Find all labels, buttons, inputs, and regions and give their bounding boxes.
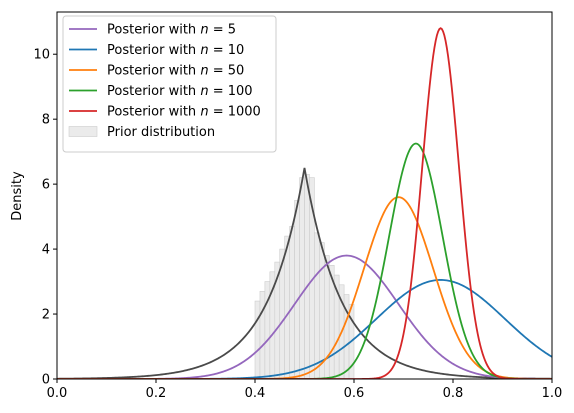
prior-histogram-bar <box>289 226 295 379</box>
prior-histogram-bar <box>319 242 325 379</box>
x-axis: 0.0 0.2 0.4 0.6 0.8 1.0 <box>47 379 563 401</box>
y-axis-label: Density <box>10 171 25 221</box>
x-tick-label: 0.4 <box>245 386 266 401</box>
y-axis: 0 2 4 6 8 10 <box>33 48 57 388</box>
legend-label-2: Posterior with n = 50 <box>107 64 244 79</box>
y-tick-label: 8 <box>42 113 50 128</box>
series-line-4 <box>57 27 552 379</box>
y-tick-label: 0 <box>42 373 50 388</box>
y-tick-label: 4 <box>42 243 50 258</box>
legend: Posterior with n = 5 Posterior with n = 1… <box>62 15 277 153</box>
prior-histogram-bar <box>304 174 310 379</box>
legend-box <box>62 15 277 153</box>
y-tick-label: 10 <box>33 48 50 63</box>
x-tick-label: 0.6 <box>344 386 365 401</box>
prior-density-curve <box>57 167 552 379</box>
legend-label-prior: Prior distribution <box>107 125 215 140</box>
prior-histogram-bar <box>314 232 320 379</box>
x-tick-label: 1.0 <box>542 386 563 401</box>
prior-histogram-bar <box>254 300 261 379</box>
prior-histogram-bar <box>259 291 266 379</box>
x-tick-label: 0.2 <box>146 386 167 401</box>
legend-swatch-prior <box>68 126 98 137</box>
plot-frame <box>56 11 553 380</box>
prior-histogram <box>254 174 355 379</box>
prior-histogram-bar <box>294 200 300 379</box>
y-tick-label: 6 <box>42 178 50 193</box>
x-tick-label: 0.8 <box>443 386 464 401</box>
x-tick-label: 0.0 <box>47 386 68 401</box>
prior-histogram-bar <box>284 235 290 379</box>
legend-label-4: Posterior with n = 1000 <box>107 105 261 120</box>
prior-histogram-bar <box>299 177 305 379</box>
legend-label-0: Posterior with n = 5 <box>107 23 236 38</box>
y-tick-label: 2 <box>42 308 50 323</box>
legend-label-1: Posterior with n = 10 <box>107 43 244 58</box>
legend-label-3: Posterior with n = 100 <box>107 84 253 99</box>
series-line-1 <box>57 279 552 379</box>
series-line-2 <box>57 196 552 379</box>
